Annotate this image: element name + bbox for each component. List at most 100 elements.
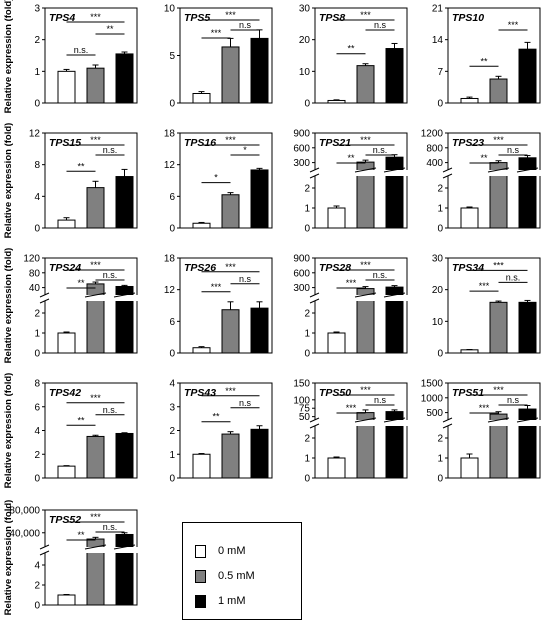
significance-label: *	[214, 173, 218, 183]
bar	[192, 93, 211, 104]
bar-break-gap	[115, 547, 134, 553]
y-tick-label: 4	[34, 192, 40, 203]
legend-swatch-black	[195, 594, 206, 608]
bar	[460, 349, 479, 354]
y-tick-label: 0	[34, 99, 40, 110]
significance-label: **	[480, 56, 488, 66]
bar	[356, 65, 375, 104]
bar-break-mark	[113, 292, 136, 298]
significance-label: ***	[508, 20, 519, 30]
significance-label: n.s.	[74, 45, 89, 55]
bar	[86, 187, 105, 229]
panel-title: TPS42	[49, 387, 81, 399]
bar-break-gap	[385, 295, 404, 301]
bar-break-gap	[385, 170, 404, 176]
significance-label: **	[347, 153, 355, 163]
significance-label: **	[77, 161, 85, 171]
y-tick-label: 3	[34, 4, 40, 15]
y-tick-label: 7	[437, 67, 443, 78]
y-tick-label: 0	[169, 99, 175, 110]
panel-title: TPS24	[49, 262, 81, 274]
significance-label: n.s	[374, 20, 387, 30]
significance-label: n.s	[374, 395, 387, 405]
bar	[115, 533, 134, 606]
bar	[327, 332, 346, 354]
legend-label: 1 mM	[218, 595, 246, 607]
y-tick-label: 0	[304, 224, 310, 235]
significance-label: ***	[90, 135, 101, 145]
significance-label: **	[347, 44, 355, 54]
y-tick-label: 18	[164, 129, 176, 140]
significance-label: n.s.	[103, 522, 118, 532]
axis-break-mark	[309, 173, 320, 179]
significance-label: n.s	[239, 398, 252, 408]
bar-break-gap	[489, 420, 508, 426]
bar	[57, 594, 76, 606]
y-tick-label: 8	[34, 160, 40, 171]
bar	[221, 194, 240, 229]
y-tick-label: 2	[437, 434, 443, 445]
bar-break-mark	[84, 292, 107, 298]
axis-break-mark	[309, 167, 320, 173]
panel-title: TPS50	[319, 387, 351, 399]
y-tick-label: 80,000	[9, 506, 40, 517]
panel-title: TPS34	[452, 262, 484, 274]
panel-title: TPS26	[184, 262, 216, 274]
bar-break-mark	[383, 417, 406, 423]
y-tick-label: 1000	[421, 393, 444, 404]
y-tick-label: 2	[169, 426, 175, 437]
y-tick-label: 40,000	[9, 528, 40, 539]
axis-break-mark	[309, 423, 320, 429]
panel-title: TPS15	[49, 137, 81, 149]
y-tick-label: 600	[293, 143, 310, 154]
y-tick-label: 4	[169, 379, 175, 390]
y-tick-label: 4	[34, 426, 40, 437]
significance-label: ***	[90, 12, 101, 22]
y-tick-label: 0	[437, 224, 443, 235]
bar-break-mark	[516, 167, 539, 173]
significance-label: n.s.	[103, 145, 118, 155]
y-tick-label: 1500	[421, 379, 444, 390]
y-tick-label: 6	[169, 192, 175, 203]
significance-label: ***	[360, 10, 371, 20]
panel-title: TPS4	[49, 12, 75, 24]
bar-break-mark	[354, 292, 377, 298]
y-tick-label: 1	[437, 454, 443, 465]
bar	[250, 169, 269, 229]
bar-break-mark	[113, 544, 136, 550]
y-tick-label: 0	[169, 474, 175, 485]
bar-break-mark	[383, 292, 406, 298]
legend: 0 mM 0.5 mM 1 mM	[182, 522, 302, 620]
y-tick-label: 0	[169, 224, 175, 235]
y-tick-label: 6	[169, 317, 175, 328]
significance-label: **	[212, 412, 220, 422]
significance-label: ***	[493, 385, 504, 395]
y-tick-label: 20	[432, 285, 444, 296]
significance-label: ***	[479, 403, 490, 413]
bar-break-gap	[518, 170, 537, 176]
panel-title: TPS43	[184, 387, 216, 399]
axis-break-mark	[39, 298, 50, 304]
y-tick-label: 5	[169, 51, 175, 62]
significance-label: ***	[225, 135, 236, 145]
axis-break-mark	[39, 550, 50, 556]
y-tick-label: 1	[34, 67, 40, 78]
y-tick-label: 900	[293, 129, 310, 140]
bar	[327, 207, 346, 229]
significance-label: ***	[90, 393, 101, 403]
axis-break-mark	[442, 173, 453, 179]
bar	[86, 67, 105, 104]
y-tick-label: 1200	[421, 129, 444, 140]
y-tick-label: 0	[437, 99, 443, 110]
bar	[57, 332, 76, 354]
y-tick-label: 2	[437, 184, 443, 195]
y-axis-label: Relative expression (fold)	[3, 0, 14, 113]
bar-break-gap	[518, 420, 537, 426]
y-tick-label: 30	[299, 4, 311, 15]
y-tick-label: 1	[304, 454, 310, 465]
axis-break-mark	[442, 417, 453, 423]
bar	[192, 347, 211, 354]
bar-break-mark	[516, 417, 539, 423]
significance-label: **	[77, 530, 85, 540]
axis-break-mark	[442, 167, 453, 173]
